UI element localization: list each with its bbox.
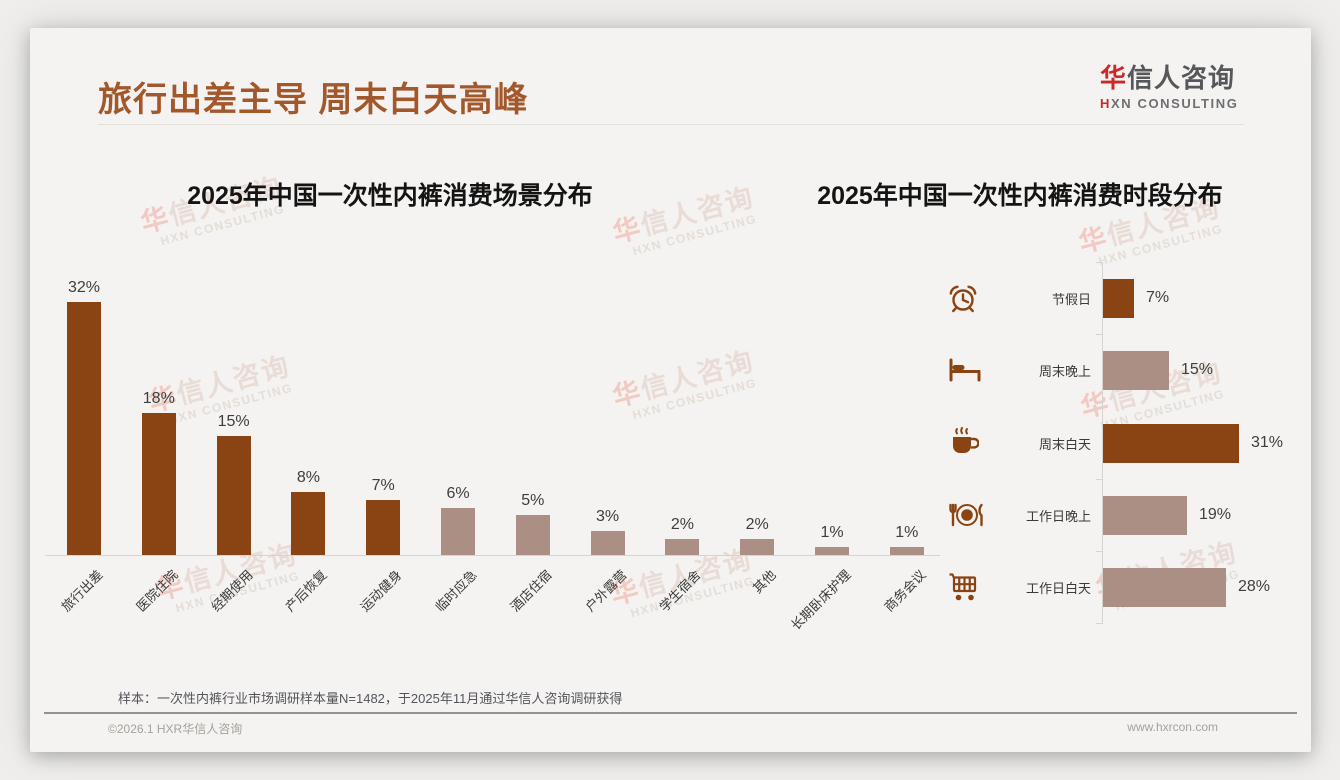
scene-bar: [366, 500, 401, 555]
slide-card: 华信人咨询 HXN CONSULTING 华信人咨询 HXN CONSULTING 华信…: [30, 28, 1311, 752]
scene-bar: [889, 547, 924, 555]
sample-note: 样本：一次性内裤行业市场调研样本量N=1482，于2025年11月通过华信人咨询…: [118, 691, 623, 706]
scene-bar-value: 5%: [521, 492, 545, 509]
scene-chart-title: 2025年中国一次性内裤消费场景分布: [187, 182, 593, 210]
scene-bar: [291, 492, 326, 555]
scene-bar-value: 15%: [217, 413, 250, 430]
time-row: 节假日 7%: [947, 278, 1169, 318]
time-row: 工作日白天 28%: [947, 567, 1270, 607]
time-axis-tick: [1096, 334, 1103, 335]
header-separator: [98, 124, 1244, 125]
scene-category-label: 户外露营: [581, 567, 630, 615]
time-bar: [1103, 350, 1169, 390]
scene-chart-plot: 32% 18% 15% 8% 7% 6% 5% 3% 2% 2% 1% 1%: [45, 268, 940, 556]
time-chart-title: 2025年中国一次性内裤消费时段分布: [817, 182, 1223, 210]
time-chart-axis: [1102, 262, 1103, 624]
scene-bar-value: 1%: [820, 524, 844, 541]
time-label: 周末白天: [1038, 436, 1091, 452]
scene-category-label: 商务会议: [881, 567, 929, 615]
cart-icon: [947, 572, 991, 602]
logo-cn-rest: 信人咨询: [1127, 63, 1236, 93]
time-value: 15%: [1181, 361, 1214, 378]
time-bar: [1103, 423, 1239, 463]
website-url: www.hxrcon.com: [1127, 720, 1218, 734]
scene-bar-value: 3%: [596, 508, 620, 525]
scene-bar: [216, 436, 251, 555]
time-label: 工作日晚上: [1025, 508, 1091, 524]
scene-bar: [141, 413, 176, 555]
time-label: 周末晚上: [1038, 363, 1091, 379]
scene-bar: [590, 531, 625, 555]
logo-en-rest: XN CONSULTING: [1111, 96, 1239, 111]
scene-category-label: 医院住院: [133, 567, 181, 615]
bed-icon: [947, 357, 991, 383]
time-label: 节假日: [1051, 291, 1091, 307]
scene-bar-value: 8%: [296, 469, 320, 486]
time-axis-tick: [1096, 479, 1103, 480]
time-value: 19%: [1199, 506, 1232, 523]
time-bar: [1103, 495, 1187, 535]
scene-bar: [515, 515, 550, 555]
time-value: 31%: [1251, 434, 1284, 451]
scene-bar: [441, 508, 475, 555]
time-row: 周末白天 31%: [947, 423, 1283, 463]
time-axis-tick: [1096, 551, 1103, 552]
scene-bar: [740, 539, 775, 555]
alarm-clock-icon: [947, 282, 991, 314]
coffee-icon: [947, 427, 991, 459]
company-logo: 华信人咨询 HXN CONSULTING: [1100, 58, 1238, 111]
time-value: 28%: [1238, 578, 1271, 595]
footer-separator: [44, 712, 1297, 714]
time-bar: [1103, 567, 1226, 607]
scene-category-label: 产后恢复: [282, 567, 331, 615]
scene-bar-value: 7%: [371, 477, 395, 494]
scene-bar: [665, 539, 700, 555]
scene-bar-value: 2%: [745, 516, 769, 533]
scene-category-label: 酒店住宿: [507, 567, 555, 615]
scene-bar-value: 18%: [142, 390, 175, 407]
logo-en-text: HXN CONSULTING: [1100, 96, 1238, 111]
logo-cn-text: 华信人咨询: [1100, 58, 1238, 95]
scene-bar: [67, 302, 101, 555]
slide-content: 旅行出差主导 周末白天高峰 华信人咨询 HXN CONSULTING 2025年…: [30, 28, 1311, 752]
scene-category-label: 长期卧床护理: [787, 567, 854, 633]
logo-en-first-char: H: [1100, 96, 1111, 111]
scene-bar-value: 6%: [446, 485, 470, 502]
scene-bar-value: 32%: [67, 279, 101, 296]
scene-bar: [815, 547, 849, 555]
scene-category-label: 临时应急: [432, 567, 480, 615]
scene-category-label: 运动健身: [357, 567, 405, 615]
copyright-text: ©2026.1 HXR华信人咨询: [108, 722, 243, 736]
time-axis-tick: [1096, 407, 1103, 408]
scene-chart-labels: 旅行出差 医院住院 经期使用 产后恢复 运动健身 临时应急 酒店住宿 户外露营 学生宿舍 其他 长期…: [45, 555, 940, 655]
scene-bar-value: 2%: [670, 516, 694, 533]
time-value: 7%: [1146, 289, 1170, 306]
time-label: 工作日白天: [1025, 580, 1091, 596]
time-bar: [1103, 278, 1134, 318]
time-axis-tick: [1096, 623, 1103, 624]
scene-category-label: 学生宿舍: [656, 567, 705, 615]
time-row: 周末晚上 15%: [947, 350, 1213, 390]
time-axis-tick: [1096, 262, 1103, 263]
scene-category-label: 经期使用: [207, 567, 256, 615]
page-title: 旅行出差主导 周末白天高峰: [98, 81, 529, 119]
logo-cn-first-char: 华: [1100, 63, 1128, 93]
scene-category-label: 其他: [749, 567, 779, 597]
dining-icon: [947, 501, 991, 529]
time-row: 工作日晚上 19%: [947, 495, 1231, 535]
scene-category-label: 旅行出差: [58, 567, 106, 615]
scene-bar-value: 1%: [895, 524, 919, 541]
